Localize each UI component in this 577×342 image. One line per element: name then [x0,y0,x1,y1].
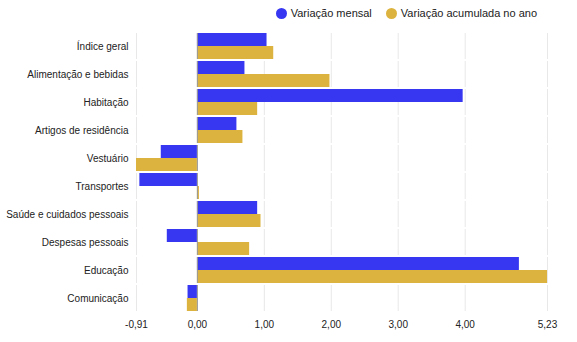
svg-text:1,00: 1,00 [255,319,275,330]
svg-text:5,23: 5,23 [538,319,558,330]
svg-text:Transportes: Transportes [76,181,129,192]
svg-text:Comunicação: Comunicação [67,293,129,304]
svg-text:Despesas pessoais: Despesas pessoais [42,237,129,248]
svg-text:Alimentação e bebidas: Alimentação e bebidas [27,69,128,80]
html-text:Variação acumulada no ano: Variação acumulada no ano [400,7,537,19]
svg-text:4,00: 4,00 [455,319,475,330]
svg-text:Educação: Educação [84,265,129,276]
svg-text:3,00: 3,00 [388,319,408,330]
html-text:Variação mensal: Variação mensal [290,7,372,19]
svg-text:Habitação: Habitação [83,97,128,108]
svg-text:Vestuário: Vestuário [87,153,129,164]
svg-text:Artigos de residência: Artigos de residência [35,125,129,136]
svg-text:0,00: 0,00 [188,319,208,330]
svg-text:2,00: 2,00 [322,319,342,330]
svg-text:Índice geral: Índice geral [77,40,129,52]
svg-text:-0,91: -0,91 [125,319,148,330]
svg-text:Saúde e cuidados pessoais: Saúde e cuidados pessoais [6,209,128,220]
